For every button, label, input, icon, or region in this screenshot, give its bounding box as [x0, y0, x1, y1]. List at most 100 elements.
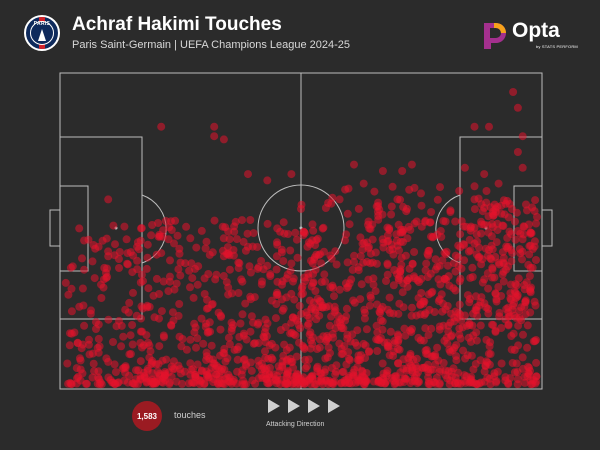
touch-point — [210, 216, 219, 225]
touch-point — [292, 235, 301, 244]
touch-point — [430, 308, 439, 316]
touch-point — [205, 250, 214, 259]
touch-point — [459, 222, 468, 231]
touch-point — [225, 340, 234, 349]
touch-point — [495, 312, 504, 321]
touch-point — [523, 321, 532, 330]
touch-point — [293, 370, 302, 379]
touch-point — [227, 289, 236, 298]
touch-point — [417, 289, 426, 297]
touch-point — [515, 307, 524, 316]
touch-point — [468, 263, 477, 272]
touch-point — [166, 256, 174, 265]
opta-brand-tagline: by STATS PERFORM — [536, 44, 578, 49]
touch-point — [236, 319, 245, 328]
touch-point — [470, 205, 479, 214]
touch-point — [294, 321, 303, 329]
touch-point — [356, 252, 365, 261]
touch-point — [154, 232, 163, 241]
touch-point — [387, 202, 396, 211]
touch-point — [428, 352, 437, 361]
touch-point — [439, 217, 448, 225]
touch-point — [337, 350, 346, 359]
touch-point — [518, 247, 527, 256]
touch-point — [259, 265, 268, 274]
touch-point — [385, 293, 394, 302]
touch-point — [94, 334, 103, 343]
touch-point — [164, 235, 173, 244]
touch-point — [529, 337, 538, 346]
touch-point — [61, 278, 70, 287]
touch-point — [167, 321, 176, 330]
touch-point — [354, 351, 363, 360]
touch-point — [500, 259, 508, 268]
touch-point — [104, 195, 113, 204]
touch-point — [472, 336, 481, 345]
right-arrow-icon — [328, 399, 340, 413]
touch-point — [289, 274, 298, 283]
touch-point — [417, 201, 426, 210]
touch-point — [401, 251, 410, 260]
touch-point — [109, 221, 118, 230]
touch-point — [67, 284, 76, 293]
touch-point — [514, 321, 523, 330]
touch-point — [146, 347, 155, 356]
touch-point — [210, 132, 219, 141]
touch-point — [460, 256, 469, 265]
touch-point — [193, 334, 202, 343]
touch-point — [400, 324, 409, 333]
touch-point — [519, 230, 528, 239]
touch-point — [137, 302, 146, 311]
touch-point — [266, 272, 275, 280]
touch-point — [132, 311, 141, 320]
touch-point — [511, 280, 520, 289]
touch-point — [207, 341, 216, 350]
touch-point — [369, 377, 378, 386]
touch-point — [239, 329, 248, 338]
touch-point — [187, 259, 196, 268]
touch-point — [336, 318, 344, 327]
touch-point — [308, 220, 317, 229]
touch-point — [456, 334, 465, 343]
touch-point — [424, 290, 433, 299]
touch-point — [139, 341, 148, 350]
touch-point — [437, 290, 446, 299]
touch-point — [222, 278, 231, 287]
touch-point — [526, 263, 535, 272]
touch-point — [335, 195, 344, 204]
touch-point — [343, 209, 352, 218]
touch-point — [436, 183, 444, 192]
touch-point — [165, 378, 174, 387]
touch-point — [488, 219, 496, 228]
touch-point — [439, 358, 448, 367]
touch-point — [216, 325, 225, 334]
touch-point — [358, 239, 367, 248]
touch-point — [307, 305, 316, 313]
touch-point — [365, 347, 374, 356]
touch-point — [359, 179, 368, 188]
touch-point — [504, 380, 513, 389]
touch-point — [247, 312, 256, 321]
touch-point — [433, 195, 442, 204]
touch-point — [104, 315, 113, 324]
right-arrow-icon — [308, 399, 320, 413]
touch-point — [504, 320, 513, 329]
touch-point — [239, 237, 248, 246]
touch-point — [286, 246, 295, 255]
touch-point — [513, 375, 522, 384]
touch-point — [197, 314, 206, 323]
touch-point — [197, 226, 206, 235]
touch-point — [261, 324, 270, 333]
touch-point — [103, 264, 111, 273]
touch-point — [526, 287, 535, 295]
touch-point — [396, 265, 405, 274]
touch-point — [368, 235, 377, 244]
touch-point — [323, 353, 332, 362]
touch-point — [224, 370, 233, 379]
touch-point — [480, 299, 489, 308]
touch-point — [172, 377, 181, 386]
psg-crest-logo: PARIS — [24, 15, 60, 51]
touch-point — [90, 274, 99, 283]
touch-point — [341, 185, 350, 194]
touch-point — [379, 375, 388, 384]
